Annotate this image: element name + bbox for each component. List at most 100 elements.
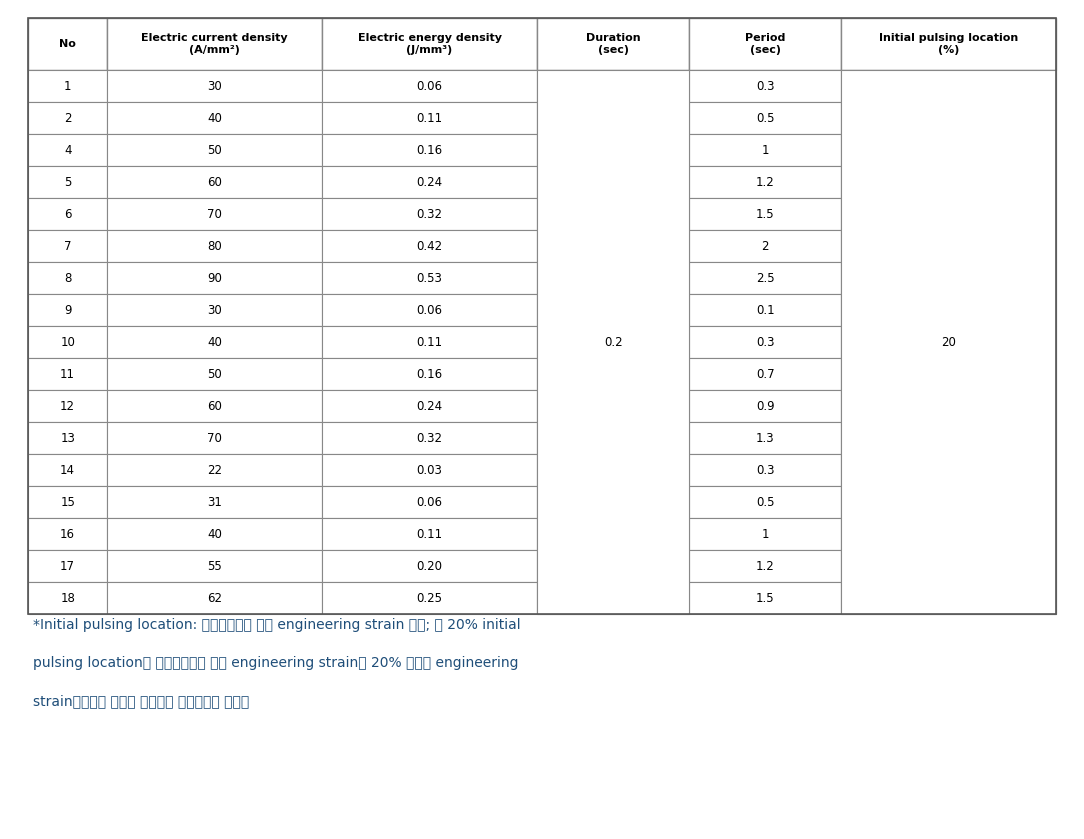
Bar — [689, 422, 841, 454]
Bar — [538, 70, 688, 613]
Bar — [841, 518, 1056, 550]
Bar — [28, 358, 107, 390]
Bar — [689, 294, 841, 326]
Bar — [842, 70, 1055, 613]
Bar — [107, 198, 322, 230]
Text: 0.24: 0.24 — [416, 399, 442, 413]
Bar — [841, 550, 1056, 582]
Bar — [689, 390, 841, 422]
Bar — [841, 70, 1056, 102]
Text: 11: 11 — [61, 367, 75, 381]
Text: strain에서부터 통전이 가해지기 시작했음을 의미함: strain에서부터 통전이 가해지기 시작했음을 의미함 — [33, 694, 249, 708]
Bar — [537, 18, 689, 70]
Bar — [841, 294, 1056, 326]
Text: 50: 50 — [207, 143, 222, 157]
Text: No: No — [60, 39, 76, 49]
Bar — [689, 326, 841, 358]
Bar — [28, 454, 107, 486]
Bar — [28, 70, 107, 102]
Bar — [841, 230, 1056, 262]
Text: 30: 30 — [207, 80, 222, 92]
Text: 0.53: 0.53 — [416, 272, 442, 284]
Bar — [689, 358, 841, 390]
Bar — [28, 134, 107, 166]
Text: 13: 13 — [61, 431, 75, 445]
Bar — [537, 358, 689, 390]
Text: 2.5: 2.5 — [756, 272, 774, 284]
Bar — [689, 582, 841, 614]
Text: 1.3: 1.3 — [756, 431, 774, 445]
Bar — [322, 198, 537, 230]
Text: 0.11: 0.11 — [416, 112, 442, 124]
Text: 0.3: 0.3 — [756, 336, 774, 348]
Bar — [107, 230, 322, 262]
Text: 0.5: 0.5 — [756, 112, 774, 124]
Text: 31: 31 — [207, 496, 222, 508]
Bar — [841, 198, 1056, 230]
Bar — [28, 230, 107, 262]
Text: 0.06: 0.06 — [416, 496, 442, 508]
Bar — [537, 454, 689, 486]
Text: 1: 1 — [761, 143, 769, 157]
Bar — [107, 18, 322, 70]
Text: 0.3: 0.3 — [756, 463, 774, 477]
Text: 0.11: 0.11 — [416, 528, 442, 540]
Bar — [537, 422, 689, 454]
Text: 22: 22 — [207, 463, 222, 477]
Bar — [28, 422, 107, 454]
Text: 20: 20 — [941, 336, 956, 348]
Bar — [841, 582, 1056, 614]
Text: 2: 2 — [761, 239, 769, 253]
Bar — [537, 70, 689, 614]
Text: 70: 70 — [207, 431, 222, 445]
Text: 60: 60 — [207, 175, 222, 189]
Text: 0.7: 0.7 — [756, 367, 774, 381]
Bar — [689, 262, 841, 294]
Bar — [689, 102, 841, 134]
Bar — [28, 550, 107, 582]
Text: 10: 10 — [61, 336, 75, 348]
Bar — [689, 18, 841, 70]
Bar — [28, 486, 107, 518]
Bar — [322, 358, 537, 390]
Bar — [841, 326, 1056, 358]
Text: 1: 1 — [64, 80, 72, 92]
Text: 18: 18 — [61, 591, 75, 605]
Text: 12: 12 — [61, 399, 75, 413]
Text: 14: 14 — [61, 463, 75, 477]
Text: 0.06: 0.06 — [416, 304, 442, 316]
Bar — [537, 518, 689, 550]
Bar — [107, 294, 322, 326]
Text: 5: 5 — [64, 175, 72, 189]
Text: 55: 55 — [207, 560, 222, 572]
Bar — [107, 390, 322, 422]
Text: 0.9: 0.9 — [756, 399, 774, 413]
Bar — [28, 518, 107, 550]
Bar — [537, 550, 689, 582]
Bar — [107, 134, 322, 166]
Bar — [841, 18, 1056, 70]
Text: 6: 6 — [64, 207, 72, 221]
Text: Duration
(sec): Duration (sec) — [585, 34, 641, 55]
Bar — [322, 422, 537, 454]
Text: Electric current density
(A/mm²): Electric current density (A/mm²) — [141, 34, 288, 55]
Bar — [537, 230, 689, 262]
Bar — [322, 262, 537, 294]
Bar — [689, 454, 841, 486]
Text: 8: 8 — [64, 272, 72, 284]
Text: 2: 2 — [64, 112, 72, 124]
Text: 0.25: 0.25 — [416, 591, 442, 605]
Bar — [107, 70, 322, 102]
Bar — [841, 390, 1056, 422]
Bar — [841, 486, 1056, 518]
Bar — [689, 70, 841, 102]
Bar — [689, 166, 841, 198]
Bar — [537, 262, 689, 294]
Bar — [28, 294, 107, 326]
Text: 15: 15 — [61, 496, 75, 508]
Bar — [107, 422, 322, 454]
Text: 70: 70 — [207, 207, 222, 221]
Bar — [322, 454, 537, 486]
Text: Period
(sec): Period (sec) — [745, 34, 785, 55]
Bar — [537, 134, 689, 166]
